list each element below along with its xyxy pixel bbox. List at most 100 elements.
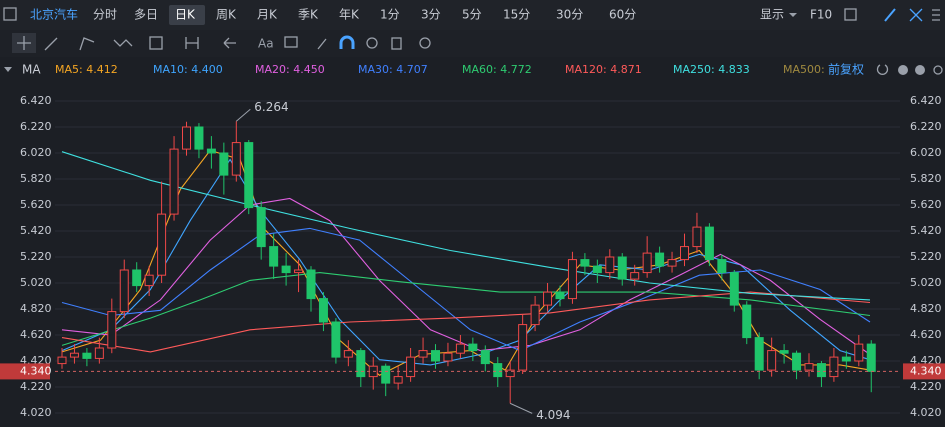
legend-caret[interactable] xyxy=(4,67,12,72)
candle-body xyxy=(543,291,553,306)
candle-body xyxy=(742,304,752,339)
legend-entry: MA5: 4.412 xyxy=(55,63,118,76)
high-annotation: 6.264 xyxy=(254,100,288,114)
candle-body xyxy=(804,363,814,371)
tool-note[interactable] xyxy=(284,36,298,48)
tool-trash[interactable] xyxy=(391,37,402,50)
y-tick-label: 6.020 xyxy=(20,146,52,159)
y-tick-label-right: 5.420 xyxy=(910,224,942,237)
legend-name: MA120: xyxy=(565,63,607,76)
tool-text[interactable]: Aa xyxy=(258,37,274,51)
legend-entry: MA30: 4.707 xyxy=(358,63,428,76)
candle-body xyxy=(157,213,167,276)
legend-name: MA60: xyxy=(462,63,497,76)
y-tick-label-right: 5.020 xyxy=(910,276,942,289)
high-pointer xyxy=(235,108,251,122)
candle-body xyxy=(592,265,602,274)
candle-body xyxy=(82,352,92,359)
candle-body xyxy=(854,343,864,362)
candle-body xyxy=(530,304,540,326)
legend-value: 4.833 xyxy=(718,63,750,76)
tool-pen[interactable] xyxy=(317,38,327,50)
candle-body xyxy=(505,369,515,378)
period-tab[interactable]: 1分 xyxy=(380,8,400,22)
candle-body xyxy=(443,352,453,362)
candle-body xyxy=(642,252,652,274)
settings[interactable] xyxy=(933,65,943,75)
y-tick-label: 5.020 xyxy=(20,276,52,289)
period-tab[interactable]: 月K xyxy=(257,8,278,22)
y-tick-label: 4.820 xyxy=(20,302,52,315)
period-tab[interactable]: 多日 xyxy=(134,8,158,22)
expand-icon[interactable] xyxy=(909,8,923,22)
ma-line xyxy=(61,158,871,366)
period-tab[interactable]: 分时 xyxy=(93,8,117,22)
current-price-box-right xyxy=(903,363,945,380)
candle-body xyxy=(107,311,117,349)
period-tab[interactable]: 60分 xyxy=(609,8,636,22)
candle-body xyxy=(617,256,627,280)
candle-body xyxy=(119,269,129,313)
legend-entry: MA10: 4.400 xyxy=(153,63,223,76)
candle-body xyxy=(256,207,266,248)
period-tab[interactable]: 周K xyxy=(216,8,237,22)
tool-range[interactable] xyxy=(185,37,199,49)
pen-icon[interactable] xyxy=(884,8,896,22)
tool-channel[interactable] xyxy=(79,37,95,51)
symbol[interactable]: 北京汽车 xyxy=(30,7,78,22)
box-icon[interactable] xyxy=(844,8,857,21)
legend-value: 4.871 xyxy=(610,63,642,76)
f10[interactable]: F10 xyxy=(810,8,832,22)
period-tab[interactable]: 5分 xyxy=(462,8,482,22)
current-price-box-left xyxy=(0,363,50,380)
sidebar-icon[interactable] xyxy=(3,7,17,21)
zoom-out[interactable] xyxy=(915,65,925,75)
candle-body xyxy=(356,350,366,378)
candle-body xyxy=(829,356,839,378)
current-price-label-left: 4.340 xyxy=(20,364,52,377)
legend-name: MA5: xyxy=(55,63,83,76)
tool-fib[interactable] xyxy=(149,36,163,50)
candle-body xyxy=(393,376,403,384)
candle-body xyxy=(630,272,640,280)
y-tick-label-right: 4.820 xyxy=(910,302,942,315)
legend-entry: MA60: 4.772 xyxy=(462,63,532,76)
y-tick-label: 4.220 xyxy=(20,380,52,393)
legend-entry: MA20: 4.450 xyxy=(255,63,325,76)
y-tick-label: 4.020 xyxy=(20,406,52,419)
period-tab[interactable]: 30分 xyxy=(556,8,583,22)
legend-name: MA20: xyxy=(255,63,290,76)
candle-body xyxy=(231,142,241,176)
candle-body xyxy=(431,350,440,362)
tool-magnet[interactable] xyxy=(339,35,355,49)
period-tab[interactable]: 季K xyxy=(298,8,319,22)
menu-icon[interactable] xyxy=(932,9,940,21)
y-tick-label-right: 4.020 xyxy=(910,406,942,419)
candle-body xyxy=(244,142,254,209)
period-tab[interactable]: 日K xyxy=(175,8,196,22)
period-tab[interactable]: 3分 xyxy=(421,8,441,22)
adjust[interactable]: 前复权 xyxy=(828,62,864,77)
legend-entry: MA250: 4.833 xyxy=(673,63,750,76)
tool-wave[interactable] xyxy=(113,39,133,47)
candle-body xyxy=(704,226,714,261)
period-tab[interactable]: 年K xyxy=(339,8,360,22)
candle-body xyxy=(816,363,826,378)
tool-cross[interactable] xyxy=(17,36,31,50)
ma-line xyxy=(61,291,871,353)
candle-body xyxy=(468,343,478,352)
candle-body xyxy=(792,352,802,371)
period-tab[interactable]: 15分 xyxy=(503,8,530,22)
tool-line[interactable] xyxy=(44,37,58,51)
ma-line xyxy=(61,197,871,355)
tool-eye[interactable] xyxy=(366,37,378,49)
display-menu[interactable]: 显示 xyxy=(760,8,784,22)
zoom-in[interactable] xyxy=(898,65,908,75)
tool-toggle[interactable] xyxy=(419,37,431,49)
tool-arrow[interactable] xyxy=(223,37,236,49)
reset-icon[interactable] xyxy=(876,64,889,75)
candle-body xyxy=(480,350,490,365)
candle-body xyxy=(57,356,67,365)
candle-body xyxy=(767,350,777,371)
ma-line xyxy=(61,151,871,301)
